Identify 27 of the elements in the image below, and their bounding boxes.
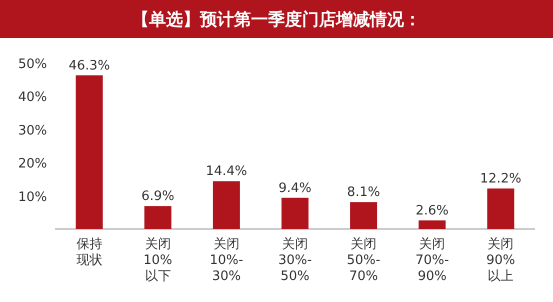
x-tick-label: 关闭30%-50% [278,237,312,284]
bar [282,198,308,229]
y-tick-label: 30% [18,123,47,138]
chart-title: 【单选】预计第一季度门店增减情况： [132,10,421,30]
data-label: 9.4% [278,180,312,196]
y-tick-label: 50% [18,57,47,72]
bar [487,188,514,229]
bar [212,181,240,229]
data-label: 8.1% [347,185,380,200]
data-label: 12.2% [480,171,522,186]
y-tick-label: 20% [18,156,47,172]
data-label: 2.6% [416,203,449,218]
bar [144,206,172,229]
y-tick-label: 40% [18,90,47,106]
data-label: 6.9% [141,189,174,204]
x-tick-label: 关闭10%以下 [143,237,172,284]
data-label: 14.4% [206,164,248,180]
data-label: 46.3% [68,58,110,74]
x-tick-label: 关闭90%以上 [486,237,516,284]
y-tick-label: 10% [18,190,47,205]
x-tick-label: 保持现状 [76,237,102,268]
x-tick-label: 关闭70%-90% [415,237,450,284]
bar [418,220,446,229]
x-tick-label: 关闭10%-30% [210,237,244,284]
bar [350,202,378,229]
bar [76,75,103,229]
x-tick-label: 关闭50%-70% [346,237,381,284]
